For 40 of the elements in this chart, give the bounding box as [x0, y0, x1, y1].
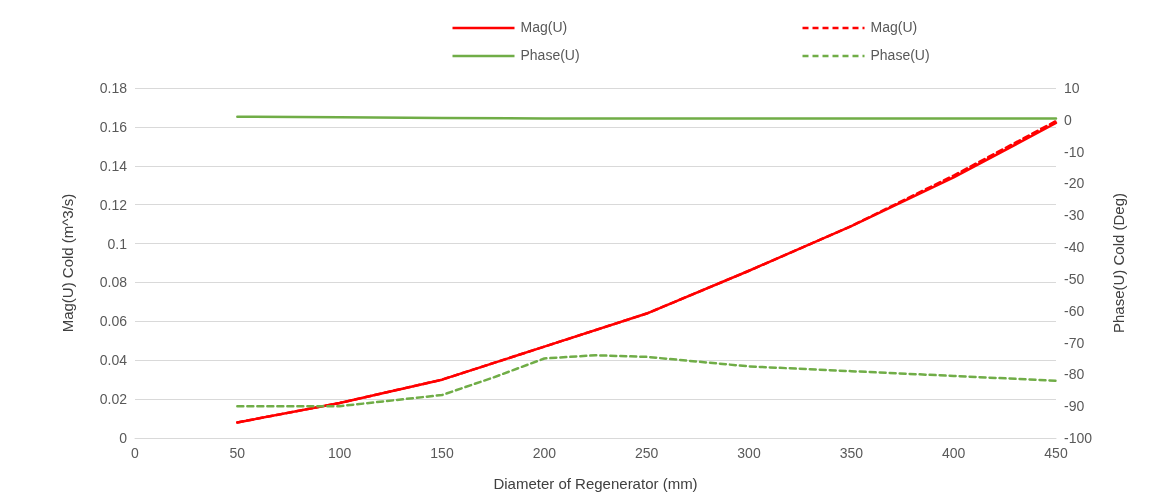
x-tick-label: 100: [327, 445, 352, 461]
legend-label: Mag(U): [870, 19, 918, 35]
y2-tick-label: -60: [1064, 302, 1085, 319]
y-tick-label: 0: [119, 430, 128, 446]
x-tick-label: 350: [839, 445, 864, 461]
x-tick-label: 400: [941, 445, 966, 461]
line-series: [236, 354, 1058, 408]
y2-tick-label: -80: [1064, 366, 1085, 383]
x-tick-label: 250: [634, 445, 659, 461]
y-tick-label: 0.14: [99, 157, 128, 174]
y-tick-label: 0.1: [107, 235, 128, 252]
y-tick-label: 0.18: [99, 80, 128, 96]
y2-tick-label: -10: [1064, 143, 1085, 160]
y-tick-label: 0.12: [99, 196, 128, 213]
x-tick-label: 150: [430, 445, 454, 461]
y-tick-label: 0.08: [99, 274, 128, 291]
y2-tick-label: -40: [1064, 239, 1085, 256]
x-tick-label: 50: [229, 445, 246, 461]
y2-tick-label: -90: [1064, 398, 1085, 415]
x-tick-label: 300: [737, 445, 761, 461]
y-tick-label: 0.04: [99, 352, 128, 369]
x-axis-title: Diameter of Regenerator (mm): [493, 475, 698, 492]
y-tick-label: 0.16: [99, 118, 128, 135]
y2-axis-title: Phase(U) Cold (Deg): [1110, 192, 1127, 334]
x-tick-label: 0: [131, 445, 140, 461]
y2-tick-label: 0: [1064, 111, 1072, 128]
y2-tick-label: -30: [1064, 207, 1085, 224]
y2-tick-label: 10: [1064, 80, 1080, 96]
y2-tick-label: -50: [1064, 270, 1085, 287]
legend-label: Phase(U): [870, 47, 930, 63]
legend-label: Mag(U): [520, 19, 568, 35]
legend-label: Phase(U): [520, 47, 580, 63]
x-tick-label: 200: [532, 445, 557, 461]
y2-tick-label: -70: [1064, 334, 1085, 351]
y2-tick-label: -100: [1064, 430, 1093, 446]
y-tick-label: 0.06: [99, 313, 128, 330]
x-tick-label: 450: [1044, 445, 1068, 461]
y-tick-label: 0.02: [99, 391, 128, 408]
y-axis-title: Mag(U) Cold (m^3/s): [59, 193, 76, 333]
y2-tick-label: -20: [1064, 175, 1085, 192]
